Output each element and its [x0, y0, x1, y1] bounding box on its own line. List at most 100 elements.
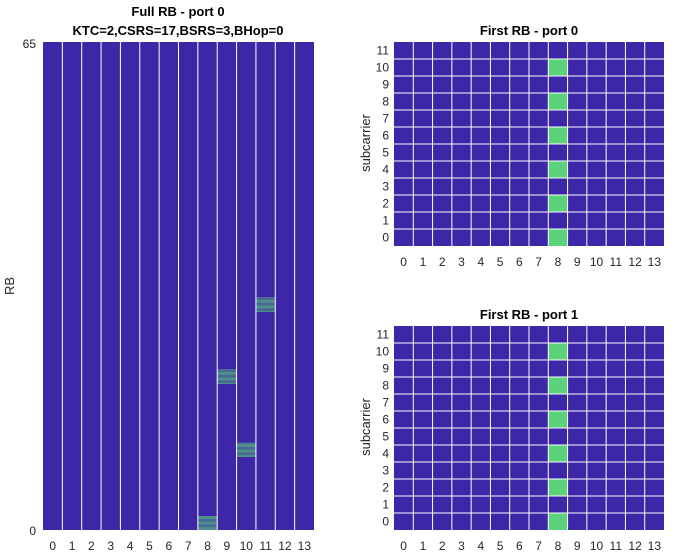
x-tick-label: 9: [574, 255, 581, 269]
x-tick-label: 8: [555, 539, 562, 553]
heatmap-cell-filled: [255, 297, 276, 299]
y-tick-label: 10: [376, 61, 390, 75]
heatmap-cell-filled: [255, 302, 276, 304]
x-tick-label: 7: [185, 539, 192, 553]
y-tick-label: 6: [382, 413, 389, 427]
y-tick-label: 1: [382, 498, 389, 512]
heatmap-cell-filled: [217, 379, 237, 380]
y-axis-label-subcarrier-port1: subcarrier: [358, 397, 373, 455]
heatmap-cell-filled: [197, 529, 218, 530]
y-tick-label: 10: [376, 345, 390, 359]
heatmap-cell-filled: [548, 127, 568, 144]
y-tick-label: 9: [382, 362, 389, 376]
y-tick-label: 0: [382, 231, 389, 245]
y-tick-label: 2: [382, 481, 389, 495]
y-tick-label: 5: [382, 146, 389, 160]
x-tick-label: 0: [400, 539, 407, 553]
heatmap-cell-filled: [197, 528, 218, 529]
heatmap-cell-filled: [255, 298, 276, 300]
x-tick-label: 6: [165, 539, 172, 553]
heatmap-cell-filled: [548, 161, 568, 178]
heatmap-cell-filled: [217, 380, 237, 382]
x-tick-label: 3: [107, 539, 114, 553]
heatmap-cell-filled: [217, 374, 237, 376]
x-tick-label: 5: [497, 539, 504, 553]
x-tick-label: 8: [555, 255, 562, 269]
x-tick-label: 6: [516, 255, 523, 269]
x-tick-label: 6: [516, 539, 523, 553]
heatmap-cell-filled: [548, 195, 568, 212]
heatmap-cell-filled: [197, 522, 218, 523]
y-tick-label-top: 65: [23, 37, 37, 51]
heatmap-cell-filled: [217, 372, 237, 373]
heatmap-cell-filled: [548, 411, 568, 428]
y-tick-label: 3: [382, 180, 389, 194]
x-tick-label: 12: [628, 255, 642, 269]
heatmap-cell-filled: [236, 443, 256, 445]
x-tick-label: 10: [590, 255, 604, 269]
x-tick-label: 5: [146, 539, 153, 553]
y-tick-label: 2: [382, 197, 389, 211]
heatmap-cell-filled: [236, 447, 256, 449]
heatmap-cell-filled: [548, 93, 568, 110]
chart-title-full-rb: Full RB - port 0: [131, 4, 224, 19]
x-tick-label: 13: [648, 539, 662, 553]
heatmap-cell-filled: [236, 451, 256, 452]
x-tick-label: 3: [458, 539, 465, 553]
x-tick-label: 13: [298, 539, 312, 553]
heatmap-cell-filled: [255, 300, 276, 301]
heatmap-cell-filled: [197, 520, 218, 522]
x-tick-label: 5: [497, 255, 504, 269]
x-tick-label: 9: [574, 539, 581, 553]
x-tick-label: 2: [88, 539, 95, 553]
heatmap-cell-filled: [255, 308, 276, 310]
heatmap-cell-filled: [217, 382, 237, 384]
heatmap-cell-filled: [217, 376, 237, 378]
x-tick-label: 4: [477, 539, 484, 553]
y-tick-label: 9: [382, 78, 389, 92]
y-tick-label: 11: [377, 44, 390, 58]
heatmap-cell-filled: [236, 442, 256, 444]
heatmap-cell-filled: [255, 304, 276, 306]
x-tick-label: 13: [648, 255, 662, 269]
heatmap-cell-filled: [548, 479, 568, 496]
heatmap-cell-filled: [236, 456, 256, 457]
heatmap-cell-filled: [548, 59, 568, 76]
x-tick-label: 10: [590, 539, 604, 553]
y-tick-label: 4: [382, 163, 389, 177]
heatmap-cell-filled: [548, 343, 568, 360]
heatmap-cell-filled: [217, 375, 237, 377]
y-axis-label-rb: RB: [2, 277, 17, 295]
y-axis-label-subcarrier-port0: subcarrier: [358, 113, 373, 171]
heatmap-cell-filled: [548, 445, 568, 462]
heatmap-cell-filled: [236, 448, 256, 450]
heatmap-cell-filled: [197, 526, 218, 528]
heatmap-cell-filled: [217, 381, 237, 383]
x-tick-label: 2: [439, 539, 446, 553]
heatmap-cell-filled: [236, 452, 256, 454]
chart-title-port1: First RB - port 1: [480, 307, 578, 322]
y-tick-label: 4: [382, 447, 389, 461]
heatmap-cell-filled: [217, 373, 237, 374]
y-tick-label: 6: [382, 129, 389, 143]
heatmap-cell-filled: [217, 370, 237, 372]
x-tick-label: 1: [69, 539, 76, 553]
heatmap-cell-filled: [236, 446, 256, 448]
x-tick-label: 0: [400, 255, 407, 269]
heatmap-cell-filled: [236, 454, 256, 456]
x-tick-label: 1: [420, 255, 427, 269]
y-tick-label: 5: [382, 430, 389, 444]
y-tick-label: 1: [382, 214, 389, 228]
chart-subtitle-full-rb: KTC=2,CSRS=17,BSRS=3,BHop=0: [73, 23, 284, 38]
chart-title-port0: First RB - port 0: [480, 23, 578, 38]
x-tick-label: 4: [477, 255, 484, 269]
heatmap-cell-filled: [255, 311, 276, 312]
y-tick-label: 3: [382, 464, 389, 478]
x-tick-label: 11: [610, 539, 623, 553]
x-tick-label: 4: [127, 539, 134, 553]
x-tick-label: 8: [204, 539, 211, 553]
y-tick-label: 8: [382, 379, 389, 393]
